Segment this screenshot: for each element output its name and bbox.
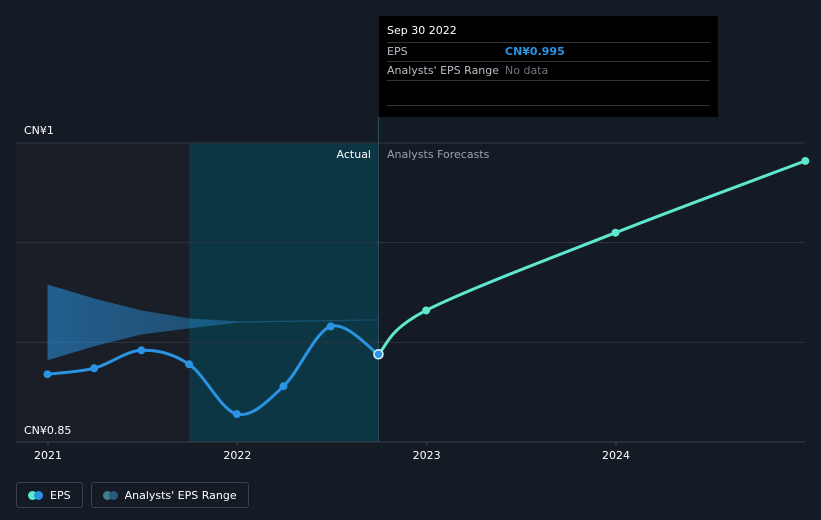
- x-tick-label-2: 2023: [413, 449, 441, 462]
- y-label-top: CN¥1: [24, 124, 54, 137]
- eps-actual-point-4: [232, 410, 241, 419]
- region-label-forecast: Analysts Forecasts: [387, 148, 490, 161]
- data-points: [43, 156, 810, 419]
- eps-forecast-point-2: [611, 228, 620, 237]
- eps-forecast-point-3: [801, 156, 810, 165]
- x-tick-label-3: 2024: [602, 449, 630, 462]
- eps-actual-point-3: [185, 360, 194, 369]
- tooltip-range-value: No data: [505, 64, 549, 77]
- eps-actual-point-6: [326, 322, 335, 331]
- legend-range-label: Analysts' EPS Range: [124, 488, 237, 502]
- highlight-band: [189, 143, 379, 442]
- y-label-bottom: CN¥0.85: [24, 424, 71, 437]
- tooltip-empty-row: [387, 81, 710, 106]
- eps-forecast-point-1: [422, 306, 431, 315]
- tooltip-row-range: Analysts' EPS Range No data: [387, 62, 710, 81]
- eps-forecast-line: [376, 159, 807, 356]
- legend-item-range[interactable]: Analysts' EPS Range: [90, 482, 249, 508]
- eps-actual-line: [46, 324, 380, 417]
- data-tooltip: Sep 30 2022 EPS CN¥0.995 Analysts' EPS R…: [379, 16, 718, 117]
- eps-actual-point-0: [43, 370, 52, 379]
- x-tick-label-1: 2022: [223, 449, 251, 462]
- eps-actual-point-1: [90, 364, 99, 373]
- past-shade: [16, 143, 190, 442]
- tooltip-date: Sep 30 2022: [387, 24, 710, 43]
- gridlines: [16, 142, 805, 443]
- eps-actual-point-2: [137, 346, 146, 355]
- eps-range-band: [47, 284, 379, 361]
- tooltip-row-eps: EPS CN¥0.995: [387, 43, 710, 62]
- eps-actual-point-5: [279, 382, 288, 391]
- x-tick-label-0: 2021: [34, 449, 62, 462]
- x-axis-ticks: 2021 2022 2023 2024: [34, 442, 630, 462]
- tooltip-range-label: Analysts' EPS Range: [387, 64, 500, 77]
- region-label-actual: Actual: [337, 148, 371, 161]
- legend: EPS Analysts' EPS Range: [16, 482, 249, 508]
- legend-eps-label: EPS: [50, 488, 71, 502]
- range-swatch-icon: [102, 490, 118, 500]
- tooltip-eps-value: CN¥0.995: [505, 45, 565, 58]
- eps-highlight-point: [373, 349, 384, 360]
- eps-swatch-icon: [28, 490, 43, 500]
- tooltip-eps-label: EPS: [387, 45, 408, 58]
- legend-item-eps[interactable]: EPS: [16, 482, 83, 508]
